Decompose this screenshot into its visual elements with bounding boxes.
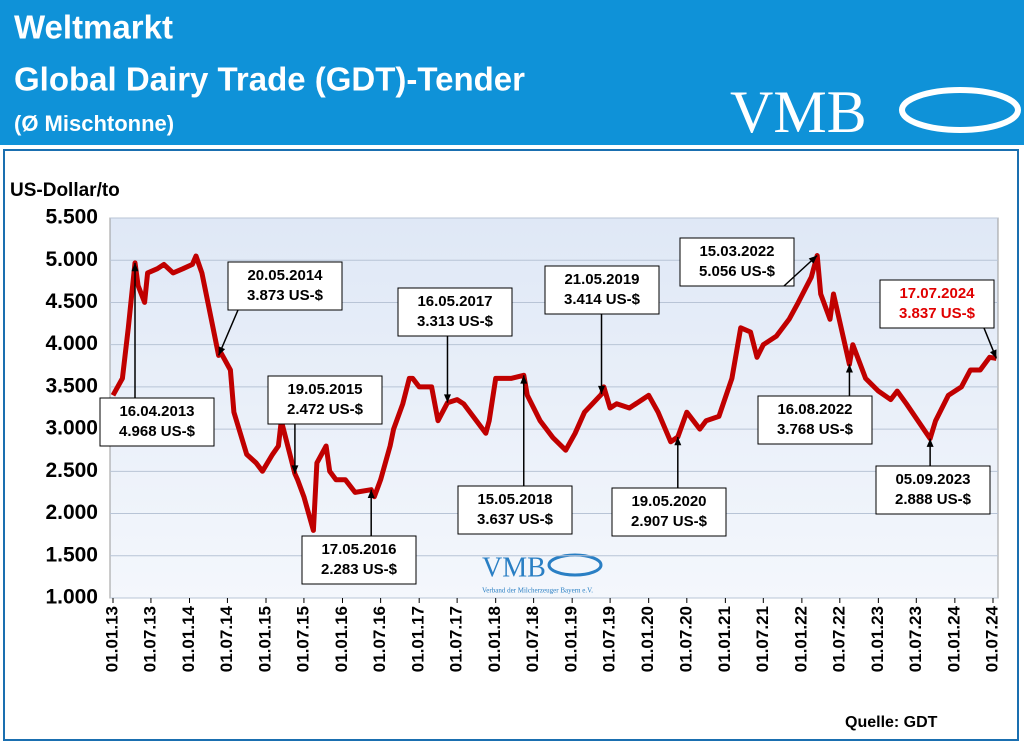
- annotation-date: 16.08.2022: [777, 401, 852, 418]
- y-tick-label: 4.000: [45, 332, 98, 355]
- arrow-head: [926, 438, 934, 447]
- title: Weltmarkt: [14, 9, 173, 46]
- x-tick-label: 01.01.22: [791, 606, 810, 672]
- annotation-value: 2.888 US-$: [895, 491, 972, 508]
- x-tick-label: 01.01.14: [179, 605, 198, 672]
- annotation-date: 20.05.2014: [247, 267, 323, 284]
- annotation-value: 3.873 US-$: [247, 287, 324, 304]
- x-tick-label: 01.07.16: [370, 606, 389, 672]
- x-tick-label: 01.01.23: [868, 606, 887, 672]
- annotation-box: [267, 375, 383, 425]
- annotation-value: 3.637 US-$: [477, 511, 554, 528]
- annotation-date: 17.07.2024: [899, 285, 975, 302]
- x-tick-label: 01.01.17: [409, 606, 428, 672]
- x-tick-label: 01.01.16: [332, 606, 351, 672]
- annotation-value: 2.283 US-$: [321, 561, 398, 578]
- annotation-box: [99, 397, 215, 447]
- x-tick-label: 01.01.13: [102, 606, 121, 672]
- x-tick-label: 01.07.15: [293, 606, 312, 672]
- arrow-head: [131, 262, 139, 272]
- arrow-head: [989, 349, 997, 359]
- x-tick-label: 01.01.19: [562, 606, 581, 672]
- y-tick-label: 1.000: [45, 586, 98, 609]
- x-tick-label: 01.07.21: [753, 606, 772, 672]
- x-tick-label: 01.01.20: [638, 606, 657, 672]
- x-tick-label: 01.01.18: [485, 606, 504, 672]
- annotation-date: 21.05.2019: [564, 271, 639, 288]
- annotation-box: [397, 287, 513, 337]
- annotation-date: 16.04.2013: [119, 403, 194, 420]
- annotation-date: 19.05.2015: [287, 381, 362, 398]
- note: (Ø Mischtonne): [14, 111, 174, 136]
- annotation-box: [757, 395, 873, 445]
- y-tick-label: 5.000: [45, 248, 98, 271]
- watermark-swoosh: [547, 553, 603, 577]
- annotation-value: 2.907 US-$: [631, 513, 708, 530]
- y-tick-label: 2.000: [45, 501, 98, 524]
- arrow-head: [674, 436, 682, 446]
- annotation-value: 4.968 US-$: [119, 423, 196, 440]
- annotation-value: 3.768 US-$: [777, 421, 854, 438]
- y-axis-label: US-Dollar/to: [10, 180, 120, 201]
- annotation-date: 19.05.2020: [631, 493, 706, 510]
- x-tick-label: 01.07.23: [906, 606, 925, 672]
- y-tick-label: 3.000: [45, 417, 98, 440]
- source: Quelle: GDT: [845, 714, 938, 731]
- header-band: [0, 0, 1024, 145]
- annotation-date: 17.05.2016: [321, 541, 396, 558]
- arrow-head: [520, 375, 528, 384]
- x-tick-label: 01.01.21: [715, 606, 734, 672]
- x-tick-label: 01.07.20: [676, 606, 695, 672]
- x-tick-label: 01.07.17: [447, 606, 466, 672]
- annotation-value: 3.313 US-$: [417, 313, 494, 330]
- arrow-head: [845, 364, 853, 373]
- logo-swoosh: [899, 87, 1021, 133]
- x-tick-label: 01.07.22: [829, 606, 848, 672]
- annotation-date: 05.09.2023: [895, 471, 970, 488]
- y-tick-label: 5.500: [45, 206, 98, 229]
- watermark-logo: VMB: [482, 552, 546, 583]
- annotation-box: [301, 535, 417, 585]
- annotation-value: 3.837 US-$: [899, 305, 976, 322]
- y-tick-label: 4.500: [45, 290, 98, 313]
- annotation-box: [227, 261, 343, 311]
- arrow-head: [218, 346, 226, 356]
- x-tick-label: 01.07.14: [217, 605, 236, 672]
- watermark-text: Verband der Milcherzeuger Bayern e.V.: [482, 587, 593, 595]
- annotation-box: [875, 465, 991, 515]
- arrow-head: [443, 394, 451, 403]
- y-tick-label: 3.500: [45, 374, 98, 397]
- x-tick-label: 01.07.13: [140, 606, 159, 672]
- x-tick-label: 01.07.19: [600, 606, 619, 672]
- y-tick-label: 1.500: [45, 543, 98, 566]
- annotation-box: [457, 485, 573, 535]
- annotation-value: 2.472 US-$: [287, 401, 364, 418]
- line-series: [110, 253, 997, 533]
- arrow-head: [291, 465, 299, 474]
- annotation-date: 16.05.2017: [417, 293, 492, 310]
- annotation-date: 15.03.2022: [699, 243, 774, 260]
- x-tick-label: 01.01.24: [944, 605, 963, 672]
- x-tick-label: 01.07.24: [982, 605, 1001, 672]
- logo: VMB: [730, 79, 867, 145]
- annotation-box: [611, 487, 727, 537]
- annotation-value: 3.414 US-$: [564, 291, 641, 308]
- subtitle: Global Dairy Trade (GDT)-Tender: [14, 61, 525, 98]
- annotation-box: [679, 237, 795, 287]
- arrow-head: [598, 385, 606, 395]
- annotation-value: 5.056 US-$: [699, 263, 776, 280]
- arrow-head: [808, 255, 818, 264]
- x-tick-label: 01.01.15: [255, 606, 274, 672]
- annotation-date: 15.05.2018: [477, 491, 552, 508]
- annotation-box: [879, 279, 995, 329]
- arrow-head: [367, 489, 375, 498]
- y-tick-label: 2.500: [45, 459, 98, 482]
- x-tick-label: 01.07.18: [523, 606, 542, 672]
